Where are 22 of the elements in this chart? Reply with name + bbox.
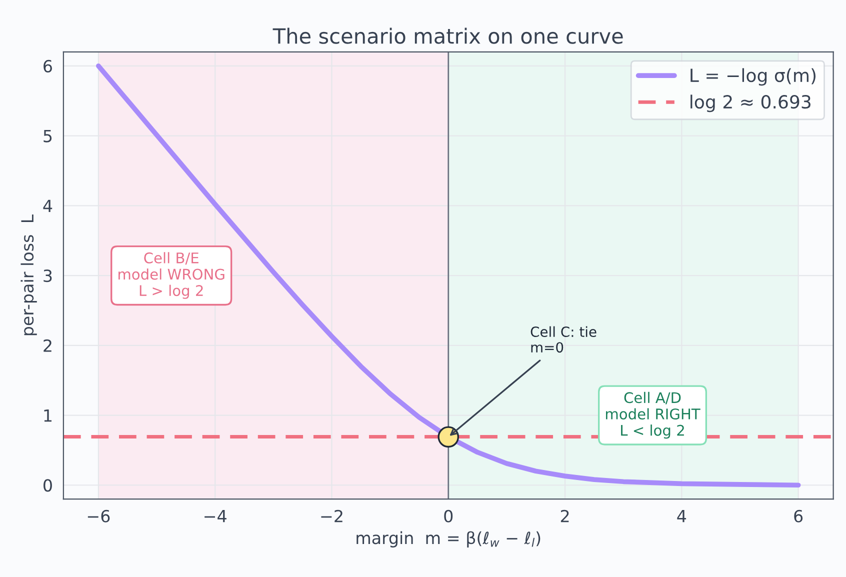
annotation: Cell C: tie m=0: [530, 326, 596, 353]
x-axis-title: margin m = β(ℓ$_{w}$ − ℓ$_{l}$): [356, 531, 540, 548]
y-tick-label: 4: [43, 200, 52, 212]
annotation: Cell B/E model WRONG L > log 2: [118, 252, 224, 299]
legend-label: L = −log σ(m): [690, 68, 816, 86]
y-tick-label: 2: [44, 339, 52, 352]
chart-title: The scenario matrix on one curve: [272, 28, 623, 44]
y-tick-label: 0: [44, 479, 52, 492]
x-tick-label: −6: [88, 510, 110, 522]
y-tick-label: 3: [44, 269, 52, 282]
x-tick-label: −4: [204, 510, 226, 522]
y-axis-title: per-pair loss L: [20, 214, 37, 336]
x-tick-label: 6: [794, 510, 803, 522]
y-tick-label: 1: [44, 409, 52, 422]
legend-label: log 2 ≈ 0.693: [690, 94, 810, 112]
y-tick-label: 5: [44, 130, 52, 142]
x-tick-label: 0: [444, 510, 453, 522]
y-tick-label: 6: [44, 60, 52, 72]
x-tick-label: 2: [560, 510, 569, 522]
x-tick-label: −2: [321, 510, 342, 522]
annotation: Cell A/D model RIGHT L < log 2: [606, 392, 700, 439]
x-tick-label: 4: [677, 510, 686, 522]
